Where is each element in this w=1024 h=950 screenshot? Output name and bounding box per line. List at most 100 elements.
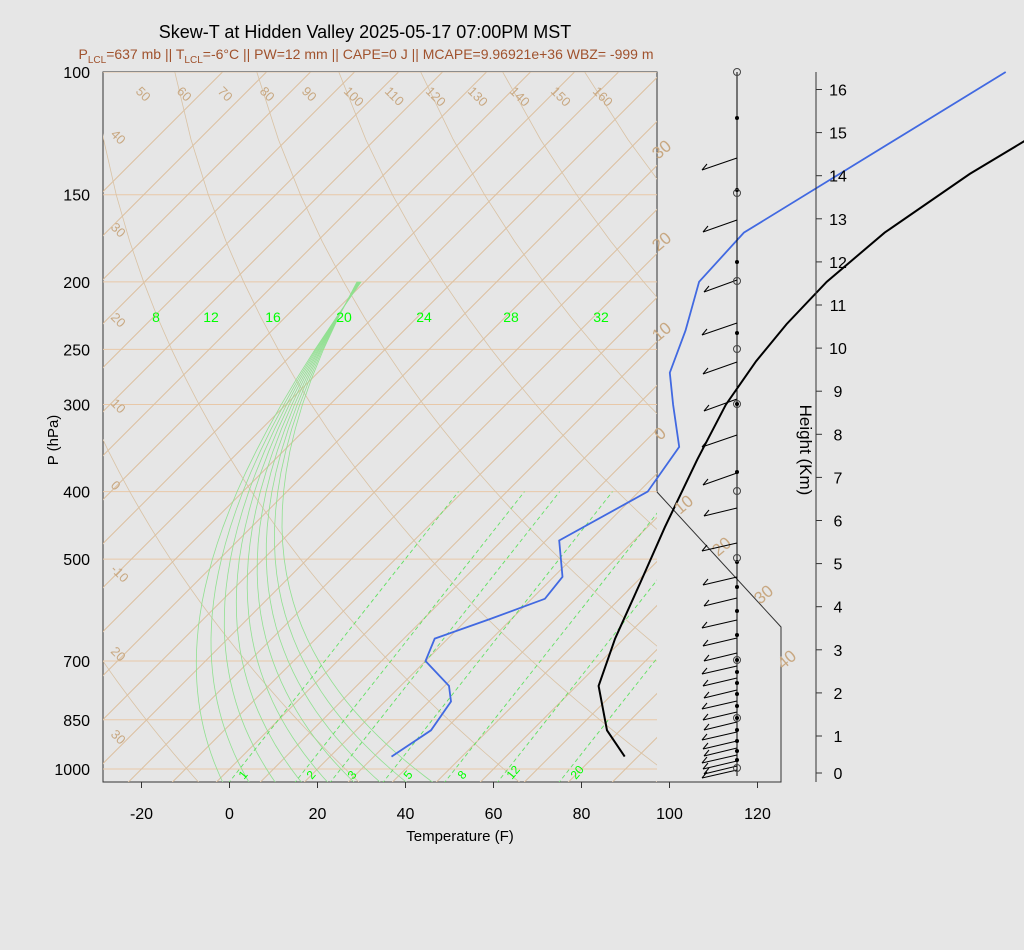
temperature-line [597, 140, 1024, 758]
wind-barb [701, 731, 738, 741]
isotherm-label-right: 30 [648, 136, 675, 163]
chart-subtitle: PLCL=637 mb || TLCL=-6°C || PW=12 mm || … [78, 46, 653, 66]
wind-barb-flag [702, 478, 709, 486]
isotherm-line [743, 72, 1024, 784]
wind-barb [703, 689, 738, 699]
isotherm-label-left: 30 [108, 727, 129, 748]
isotherm-line [103, 72, 487, 457]
level-dot [735, 749, 739, 753]
level-dot [735, 692, 739, 696]
level-ring [733, 400, 741, 408]
mixing-ratio-line [329, 491, 561, 782]
x-tick-label: 20 [309, 806, 327, 823]
wind-barb-flag [702, 578, 709, 586]
wind-barb [702, 760, 738, 770]
isotherm-line [103, 72, 267, 237]
wind-barb-flag [702, 762, 709, 770]
height-tick-label: 10 [829, 341, 847, 358]
isotherm-label-right: 20 [648, 228, 675, 255]
isotherm-line [391, 516, 657, 782]
dry-adiabat [995, 72, 1024, 784]
wind-barb-flag [702, 639, 709, 647]
wind-barb [703, 747, 738, 757]
isotherm-label-right: 10 [648, 318, 675, 345]
wind-barb-flag [703, 404, 710, 412]
moist-adiabat [274, 281, 407, 782]
level-ring [733, 554, 741, 562]
pressure-tick-label: 300 [63, 398, 90, 415]
height-tick-label: 11 [830, 298, 847, 315]
pressure-tick-label: 400 [63, 485, 90, 502]
isotherm-line [103, 164, 657, 721]
mixing-ratio-label: 24 [416, 309, 432, 325]
isotherm-label-left: 30 [108, 220, 129, 241]
mixing-ratio-label: 12 [203, 309, 219, 325]
height-tick-label: 0 [834, 766, 843, 783]
wind-barb [701, 769, 738, 779]
isotherm-line [103, 72, 311, 281]
dry-adiabat [338, 72, 657, 530]
isotherm-line [567, 692, 657, 782]
wind-barb [702, 219, 738, 233]
wind-barb [703, 398, 738, 412]
wind-barb-flag [701, 702, 708, 710]
isotherm-line [699, 72, 1024, 784]
wind-barb [702, 637, 738, 647]
dry-adiabat [174, 72, 657, 766]
isotherm-label-left: 20 [108, 310, 129, 331]
wind-barb-flag [701, 328, 708, 336]
level-ring [733, 277, 741, 285]
dry-adiabat [256, 72, 657, 647]
isotherm-label-left: -10 [108, 562, 132, 586]
level-dot [735, 402, 739, 406]
pressure-tick-label: 200 [63, 275, 90, 292]
isotherm-label: 150 [548, 84, 574, 110]
isotherm-line [303, 428, 657, 782]
dry-adiabat [420, 72, 657, 415]
wind-barb-flag [701, 163, 708, 171]
wind-barb [702, 677, 738, 687]
wind-barb [703, 652, 738, 662]
isotherm-line [435, 560, 657, 782]
moist-adiabat [246, 281, 360, 782]
isotherm-label: 130 [465, 84, 491, 110]
level-ring [733, 345, 741, 353]
x-tick-label: 80 [573, 806, 591, 823]
level-dot [735, 633, 739, 637]
y-axis-label: P (hPa) [45, 415, 62, 466]
level-ring [733, 189, 741, 197]
isotherm-line [215, 340, 657, 782]
isotherm-line [103, 72, 531, 501]
moist-adiabat [195, 281, 362, 782]
level-dot [735, 470, 739, 474]
level-dot [735, 609, 739, 613]
isotherm-label: 160 [590, 84, 616, 110]
level-dot [735, 716, 739, 720]
level-ring [733, 764, 741, 772]
isotherm-line [479, 604, 657, 782]
wind-barb-flag [701, 544, 708, 552]
level-dot [735, 260, 739, 264]
wind-barb [701, 434, 738, 448]
wind-barb [702, 576, 738, 586]
bottom-mixing-label: 20 [568, 762, 588, 781]
isotherm-label: 140 [507, 84, 533, 110]
moist-adiabat [223, 281, 361, 782]
wind-barb-flag [701, 771, 708, 779]
wind-barb [701, 619, 738, 629]
chart-title: Skew-T at Hidden Valley 2025-05-17 07:00… [159, 22, 572, 42]
isotherm-label: 90 [299, 84, 320, 105]
isotherm-label: 70 [215, 84, 236, 105]
mixing-ratio-line [558, 657, 657, 782]
wind-barbs [701, 68, 741, 779]
wind-barb [701, 542, 738, 552]
bottom-mixing-label: 1 [236, 768, 251, 782]
x-tick-label: -20 [130, 806, 153, 823]
mixing-ratio-label: 32 [593, 309, 609, 325]
dry-adiabat [103, 438, 360, 782]
mixing-ratio-line [228, 491, 459, 782]
wind-barb-flag [701, 756, 708, 764]
level-dot [735, 681, 739, 685]
wind-barb [701, 157, 738, 171]
wind-barb-flag [701, 440, 708, 448]
